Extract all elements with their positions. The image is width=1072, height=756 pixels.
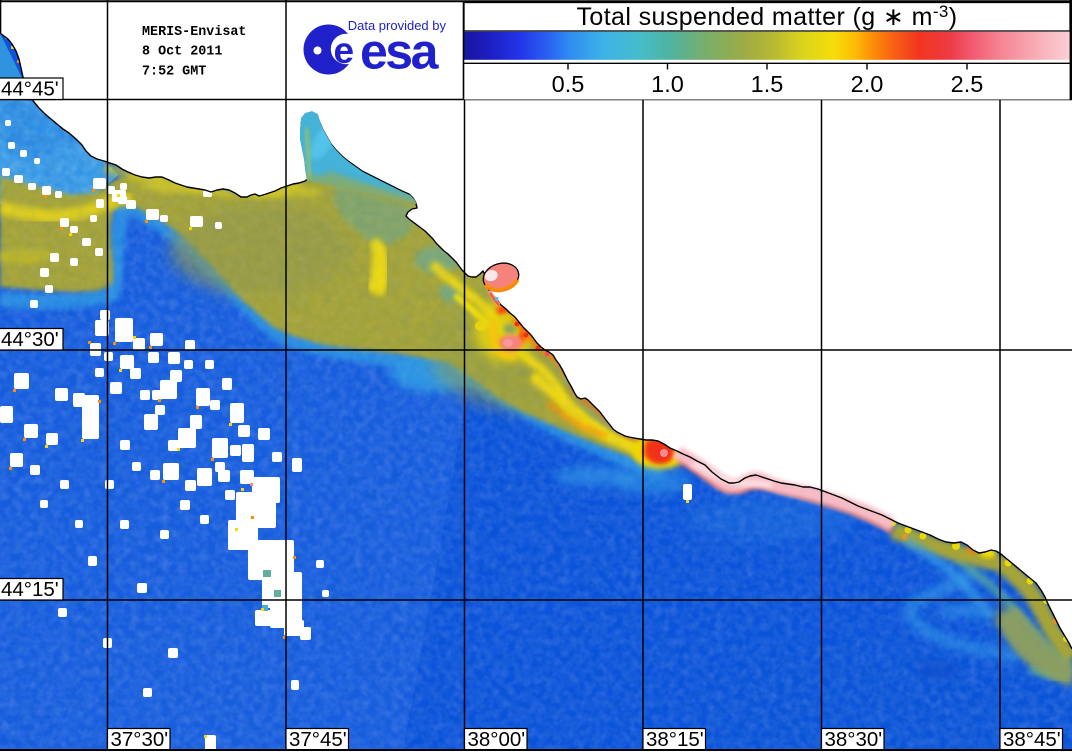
svg-text:37°30': 37°30' xyxy=(111,728,169,751)
svg-text:8 Oct 2011: 8 Oct 2011 xyxy=(142,45,222,60)
svg-text:44°45': 44°45' xyxy=(1,78,59,101)
svg-text:Total suspended matter (g ∗ m-: Total suspended matter (g ∗ m-3) xyxy=(577,2,958,31)
svg-text:2.0: 2.0 xyxy=(851,71,884,97)
svg-text:0.5: 0.5 xyxy=(552,71,585,97)
svg-text:38°15': 38°15' xyxy=(646,728,704,751)
svg-text:esa: esa xyxy=(360,24,440,80)
svg-text:37°45': 37°45' xyxy=(289,728,347,751)
svg-text:7:52 GMT: 7:52 GMT xyxy=(142,64,206,79)
svg-text:44°15': 44°15' xyxy=(1,578,59,601)
svg-text:1.5: 1.5 xyxy=(751,71,784,97)
svg-text:e: e xyxy=(334,30,355,71)
svg-text:2.5: 2.5 xyxy=(951,71,984,97)
svg-text:38°30': 38°30' xyxy=(825,728,883,751)
svg-text:38°00': 38°00' xyxy=(468,728,526,751)
svg-text:1.0: 1.0 xyxy=(651,71,684,97)
svg-text:MERIS-Envisat: MERIS-Envisat xyxy=(142,25,246,40)
svg-text:38°45': 38°45' xyxy=(1003,728,1061,751)
svg-text:Data provided by: Data provided by xyxy=(348,18,447,33)
svg-text:44°30': 44°30' xyxy=(1,328,59,351)
